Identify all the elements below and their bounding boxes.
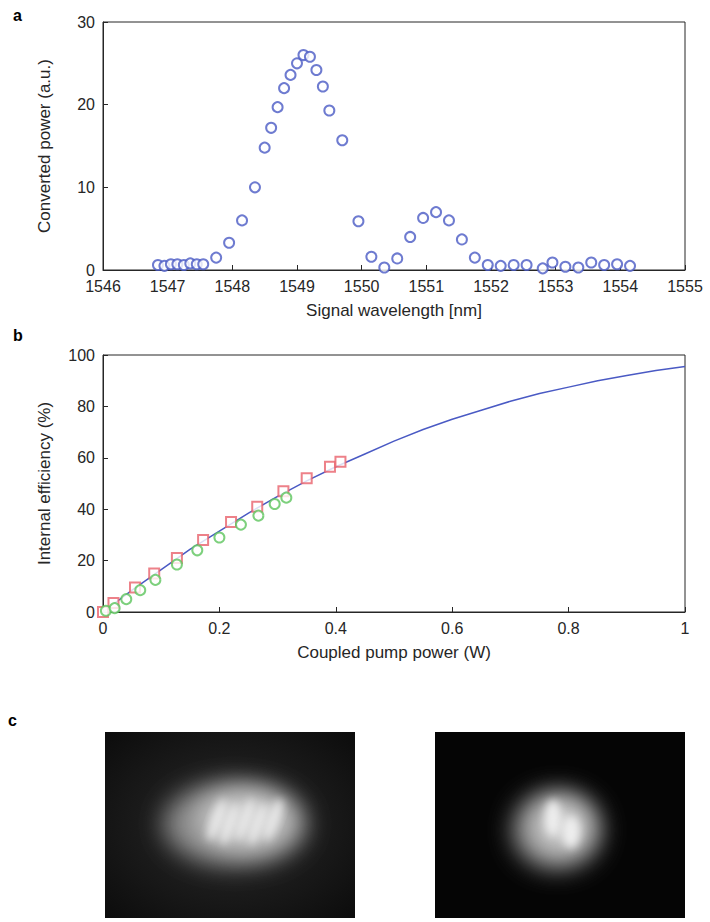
svg-text:1555: 1555 (667, 278, 703, 295)
svg-text:20: 20 (77, 552, 95, 569)
svg-text:0.2: 0.2 (208, 620, 230, 637)
svg-text:b: b (13, 327, 23, 344)
svg-text:Internal efficiency (%): Internal efficiency (%) (35, 402, 54, 565)
svg-text:0.8: 0.8 (557, 620, 579, 637)
svg-text:30: 30 (77, 14, 95, 31)
svg-text:1554: 1554 (603, 278, 639, 295)
svg-text:1552: 1552 (473, 278, 509, 295)
svg-text:1550: 1550 (344, 278, 380, 295)
svg-text:10: 10 (77, 179, 95, 196)
svg-text:0: 0 (86, 604, 95, 621)
svg-text:1551: 1551 (409, 278, 445, 295)
svg-text:1: 1 (681, 620, 690, 637)
svg-text:a: a (13, 7, 22, 24)
svg-text:80: 80 (77, 398, 95, 415)
svg-text:Coupled pump power (W): Coupled pump power (W) (297, 643, 491, 662)
svg-text:20: 20 (77, 96, 95, 113)
svg-text:0: 0 (99, 620, 108, 637)
svg-text:Converted power (a.u.): Converted power (a.u.) (35, 59, 54, 233)
svg-text:1549: 1549 (279, 278, 315, 295)
svg-text:40: 40 (77, 501, 95, 518)
svg-text:Signal wavelength [nm]: Signal wavelength [nm] (306, 301, 482, 320)
svg-text:0: 0 (86, 262, 95, 279)
svg-text:0.4: 0.4 (325, 620, 347, 637)
svg-text:1548: 1548 (215, 278, 251, 295)
svg-text:1546: 1546 (85, 278, 121, 295)
svg-text:1553: 1553 (538, 278, 574, 295)
svg-text:c: c (8, 712, 17, 729)
svg-text:1547: 1547 (150, 278, 186, 295)
svg-text:0.6: 0.6 (441, 620, 463, 637)
svg-text:100: 100 (68, 347, 95, 364)
svg-text:60: 60 (77, 449, 95, 466)
